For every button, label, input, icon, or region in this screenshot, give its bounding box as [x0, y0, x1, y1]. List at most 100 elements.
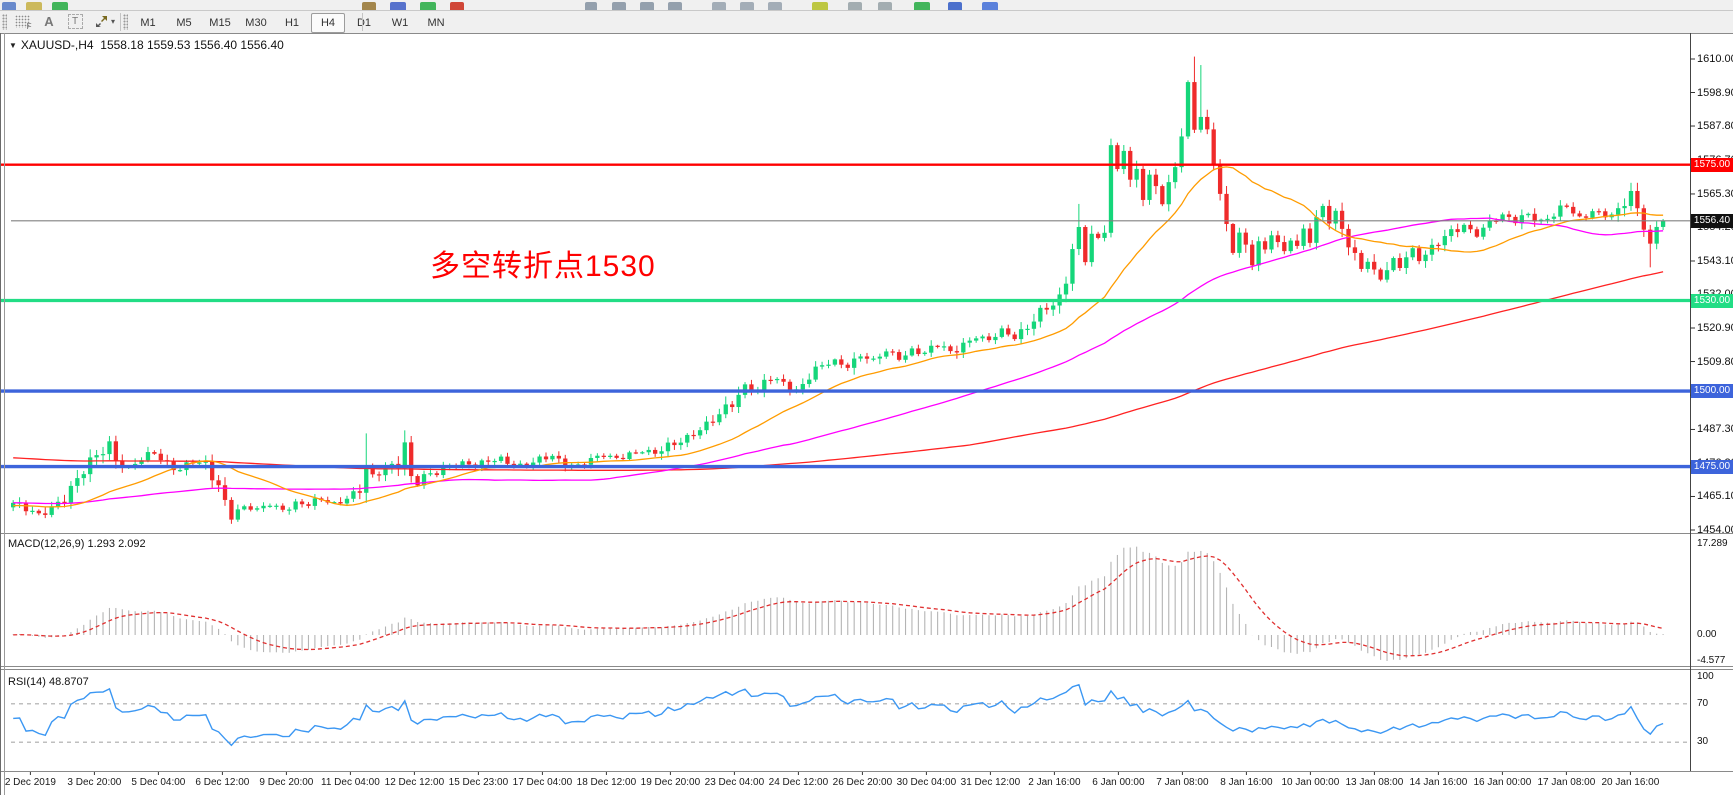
- time-axis-label: 31 Dec 12:00: [960, 777, 1021, 788]
- timeframe-button-h4[interactable]: H4: [311, 13, 345, 33]
- macd-indicator-label: MACD(12,26,9) 1.293 2.092: [8, 538, 146, 550]
- chart-canvas[interactable]: [0, 33, 1733, 795]
- rsi-scale-30: 30: [1697, 736, 1709, 748]
- symbol-period-label: XAUUSD-,H4: [20, 38, 94, 52]
- candles-layer[interactable]: [11, 56, 1666, 524]
- time-axis-label: 7 Jan 08:00: [1156, 777, 1209, 788]
- price-badge-147500: 1475.00: [1691, 459, 1733, 474]
- rsi-line: [13, 683, 1664, 747]
- time-axis-label: 16 Jan 00:00: [1473, 777, 1532, 788]
- time-axis-label: 3 Dec 20:00: [67, 777, 122, 788]
- toolbar-icon-fragment[interactable]: [668, 2, 682, 10]
- time-axis-label: 24 Dec 12:00: [768, 777, 829, 788]
- chart-text-annotation[interactable]: 多空转折点1530: [430, 250, 656, 283]
- timeframe-toolbar-grip[interactable]: [123, 14, 128, 30]
- chart-dropdown-icon[interactable]: ▼: [9, 41, 17, 50]
- ma-mid-magenta-line: [13, 217, 1664, 505]
- toolbar-icon-fragment[interactable]: [982, 2, 998, 10]
- arrows-tool-button[interactable]: ▾: [90, 12, 120, 31]
- label-tool-button[interactable]: T: [64, 12, 86, 31]
- toolbar-icon-fragment[interactable]: [420, 2, 436, 10]
- time-axis-label: 10 Jan 00:00: [1281, 777, 1340, 788]
- timeframe-button-m1[interactable]: M1: [140, 17, 156, 29]
- timeframe-button-mn[interactable]: MN: [427, 17, 445, 29]
- price-axis-tick: 1543.10: [1697, 254, 1733, 267]
- chart-title: ▼ XAUUSD-,H4 1558.18 1559.53 1556.40 1556…: [9, 38, 284, 52]
- toolbar-icon-fragment[interactable]: [712, 2, 726, 10]
- timeframe-button-m30[interactable]: M30: [245, 17, 267, 29]
- rsi-scale-70: 70: [1697, 697, 1709, 709]
- macd-scale-max: 17.289: [1697, 538, 1728, 549]
- time-axis-label: 8 Jan 16:00: [1220, 777, 1273, 788]
- timeframe-button-d1[interactable]: D1: [356, 17, 372, 29]
- toolbar-icon-fragment[interactable]: [914, 2, 930, 10]
- timeframe-button-w1[interactable]: W1: [391, 17, 409, 29]
- toolbar-icon-fragment[interactable]: [612, 2, 626, 10]
- time-axis-label: 17 Jan 08:00: [1537, 777, 1596, 788]
- ohlc-values: 1558.18 1559.53 1556.40 1556.40: [100, 38, 284, 52]
- price-axis-tick: 1565.30: [1697, 187, 1733, 200]
- toolbar-icon-fragment[interactable]: [848, 2, 862, 10]
- toolbar-icon-fragment[interactable]: [948, 2, 962, 10]
- timeframe-button-h1[interactable]: H1: [284, 17, 300, 29]
- toolbar-icon-fragment[interactable]: [812, 2, 828, 10]
- toolbar-icon-fragment[interactable]: [26, 2, 42, 10]
- time-axis-label: 30 Dec 04:00: [896, 777, 957, 788]
- toolbar-icon-fragment[interactable]: [585, 2, 597, 10]
- price-axis-tick: 1454.00: [1697, 523, 1733, 536]
- toolbar-icon-fragment[interactable]: [878, 2, 892, 10]
- time-axis-label: 19 Dec 20:00: [640, 777, 701, 788]
- price-badge-150000: 1500.00: [1691, 384, 1733, 399]
- toolbar-icon-fragment[interactable]: [640, 2, 654, 10]
- text-tool-button[interactable]: A: [38, 12, 60, 31]
- time-axis-label: 23 Dec 04:00: [704, 777, 765, 788]
- time-axis-label: 15 Dec 23:00: [448, 777, 509, 788]
- toolbar-icon-fragment[interactable]: [450, 2, 464, 10]
- macd-signal-line: [13, 555, 1664, 657]
- price-badge-153000: 1530.00: [1691, 293, 1733, 308]
- chart-window: ▼ XAUUSD-,H4 1558.18 1559.53 1556.40 1556…: [0, 33, 1733, 795]
- price-axis-tick: 1610.00: [1697, 53, 1733, 65]
- toolbar-separator: [362, 13, 363, 31]
- time-axis-label: 11 Dec 04:00: [321, 777, 380, 788]
- pane-borders: [0, 33, 1733, 795]
- price-badge-157500: 1575.00: [1691, 157, 1733, 172]
- time-axis-label: 14 Jan 16:00: [1409, 777, 1468, 788]
- label-icon: T: [67, 14, 83, 29]
- time-axis-label: 13 Jan 08:00: [1345, 777, 1404, 788]
- price-axis-tick: 1487.30: [1697, 423, 1733, 436]
- time-axis-label: 20 Jan 16:00: [1601, 777, 1660, 788]
- fibonacci-tool-button[interactable]: F: [10, 12, 34, 31]
- current-price-badge: 1556.40: [1691, 213, 1733, 228]
- rsi-indicator-label: RSI(14) 48.8707: [8, 676, 89, 688]
- chevron-down-icon: ▾: [110, 17, 115, 26]
- toolbar-icon-fragment[interactable]: [768, 2, 782, 10]
- toolbar-grip[interactable]: [2, 14, 7, 30]
- toolbar-icon-fragment[interactable]: [52, 2, 68, 10]
- timeframe-button-m5[interactable]: M5: [176, 17, 192, 29]
- time-axis-label: 5 Dec 04:00: [131, 777, 186, 788]
- axis-tick-marks: [29, 58, 1695, 775]
- arrows-icon: [95, 16, 107, 27]
- macd-histogram: [12, 546, 1664, 661]
- time-axis-label: 17 Dec 04:00: [512, 777, 573, 788]
- time-axis-label: 18 Dec 12:00: [576, 777, 637, 788]
- timeframe-group: M1 M5 M15 M30 H1 H4 D1 W1 MN: [130, 12, 454, 33]
- text-icon: A: [44, 14, 54, 29]
- toolbar-icon-fragment[interactable]: [390, 2, 406, 10]
- toolbar-separator: [120, 13, 121, 31]
- timeframe-button-m15[interactable]: M15: [209, 17, 231, 29]
- toolbar-icon-fragment[interactable]: [2, 2, 16, 10]
- price-axis-tick: 1509.80: [1697, 355, 1733, 368]
- time-axis-label: 6 Dec 12:00: [195, 777, 250, 788]
- line-studies-and-timeframe-toolbar: F A T ▾ M1 M5 M15 M30 H1 H4 D1 W1 MN: [0, 11, 1733, 34]
- macd-scale-zero: 0.00: [1697, 629, 1717, 640]
- time-axis-label: 12 Dec 12:00: [384, 777, 445, 788]
- top-toolbar-row: [0, 0, 1733, 11]
- price-axis-tick: 1465.10: [1697, 490, 1733, 503]
- toolbar-icon-fragment[interactable]: [362, 2, 376, 10]
- time-axis-label: 9 Dec 20:00: [259, 777, 314, 788]
- fibonacci-icon: F: [14, 15, 32, 31]
- toolbar-icon-fragment[interactable]: [740, 2, 754, 10]
- time-axis-label: 6 Jan 00:00: [1092, 777, 1145, 788]
